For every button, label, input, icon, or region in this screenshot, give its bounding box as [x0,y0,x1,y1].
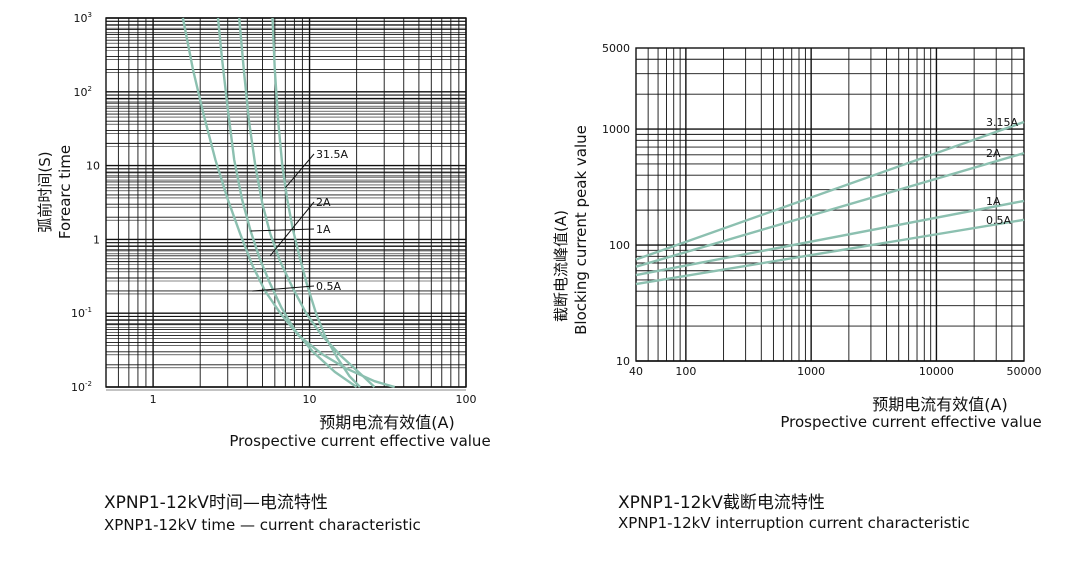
interruption-current-chart: 40 100 1000 10000 50000 10 100 1000 5000 3.15A 2A… [552,42,1042,532]
chart1-xlabel: 预期电流有效值(A) [319,413,454,432]
y-tick-label: 103 [74,11,92,25]
plot-frame [105,17,467,388]
y-tick-label: 10 [616,355,630,368]
chart2-title: XPNP1-12kV截断电流特性 [618,493,825,513]
y-tick-label: 1000 [602,123,630,136]
chart1-ylabel-en: Forearc time [56,145,74,239]
curve-label-1A: 1A [316,223,331,236]
chart2-xlabel: 预期电流有效值(A) [872,395,1007,414]
curve-label-31.5A: 31.5A [316,148,348,161]
y-tick-label: 5000 [602,42,630,55]
series-curve-3.15A [635,120,1025,261]
series-curve-2A [635,151,1025,268]
y-tick-label: 102 [74,85,92,99]
leader-line [250,228,315,232]
chart1-subtitle: XPNP1-12kV time — current characteristic [104,516,421,534]
chart2-tick-labels: 40 100 1000 10000 50000 10 100 1000 5000 [602,42,1042,378]
x-tick-label: 1 [150,393,157,406]
x-tick-label: 40 [629,365,643,378]
curve-label-1A: 1A [986,195,1001,208]
chart1-ylabel: 弧前时间(S) [36,151,54,232]
curve-label-3.15A: 3.15A [986,116,1018,129]
chart1-tick-labels: 1 10 100 10-2 10-1 1 10 102 103 [71,11,476,406]
y-tick-label: 100 [609,239,630,252]
x-tick-label: 100 [456,393,477,406]
curve-label-2A: 2A [986,147,1001,160]
chart1-title: XPNP1-12kV时间—电流特性 [104,493,328,513]
chart1-curves [181,17,396,389]
x-tick-label: 100 [675,365,696,378]
leader-line [252,285,315,292]
series-curve-0.5A [635,218,1025,286]
chart2-ylabel-en: Blocking current peak value [572,125,590,335]
series-curve-1A [635,199,1025,277]
chart2-subtitle: XPNP1-12kV interruption current characte… [618,514,970,532]
chart1-xlabel-en: Prospective current effective value [229,432,490,450]
curve-label-0.5A: 0.5A [316,280,341,293]
time-current-chart: 1 10 100 10-2 10-1 1 10 102 103 0.5A 1A 2A 31.5A 弧前… [36,11,491,534]
chart2-xlabel-en: Prospective current effective value [780,413,1041,431]
series-curve-1A [216,17,358,388]
series-curve-31.5A [271,17,361,388]
series-curve-2A [238,17,376,388]
chart2-curve-labels: 3.15A 2A 1A 0.5A [986,116,1018,227]
y-tick-label: 10-2 [71,380,92,394]
x-tick-label: 50000 [1007,365,1042,378]
leader-line [269,201,315,257]
curve-label-2A: 2A [316,196,331,209]
chart2-ylabel: 截断电流峰值(A) [552,210,570,322]
chart1-curve-labels: 0.5A 1A 2A 31.5A [250,148,348,293]
leader-line [284,153,315,189]
chart2-curves [635,120,1025,286]
y-tick-label: 10 [86,160,100,173]
plot-frame [635,47,1025,362]
chart1-grid [105,17,467,391]
chart2-grid [635,47,1025,362]
x-tick-label: 10 [303,393,317,406]
x-tick-label: 1000 [797,365,825,378]
y-tick-label: 1 [93,233,100,246]
curve-label-0.5A: 0.5A [986,214,1011,227]
x-tick-label: 10000 [919,365,954,378]
y-tick-label: 10-1 [71,306,92,320]
